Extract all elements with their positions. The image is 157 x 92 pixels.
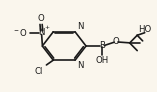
Text: +: +: [45, 25, 50, 30]
Text: N: N: [38, 28, 45, 37]
Text: $^-$O: $^-$O: [12, 27, 28, 38]
Text: O: O: [38, 14, 44, 23]
Text: O: O: [113, 37, 119, 46]
Text: N: N: [77, 61, 84, 70]
Text: HO: HO: [138, 25, 151, 34]
Text: OH: OH: [96, 56, 109, 65]
Text: B: B: [99, 41, 105, 51]
Text: Cl: Cl: [34, 67, 43, 76]
Text: N: N: [77, 22, 84, 31]
